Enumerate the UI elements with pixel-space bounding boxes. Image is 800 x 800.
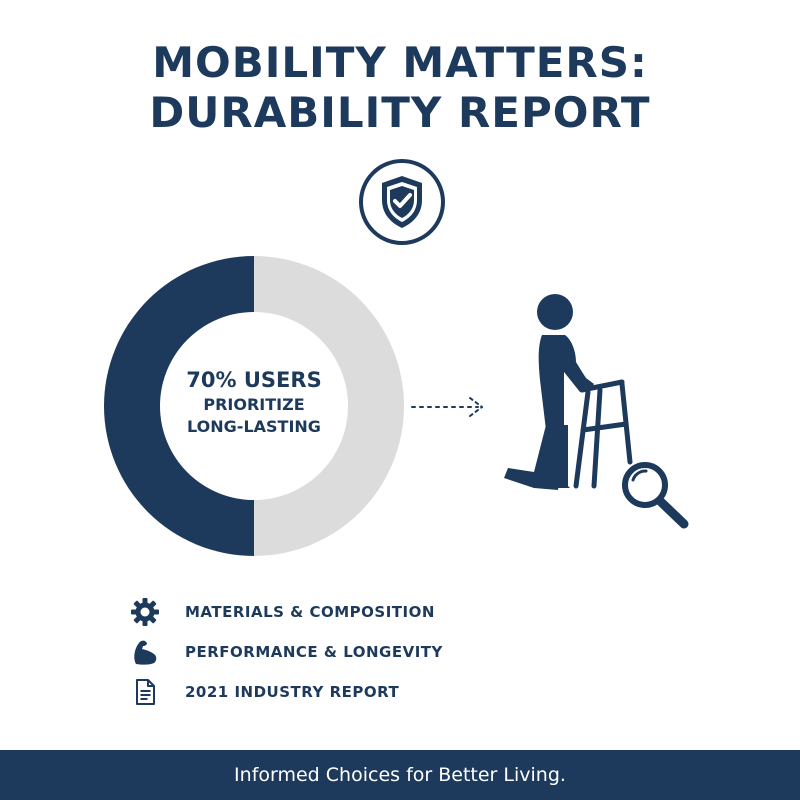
list-item: MATERIALS & COMPOSITION [130, 592, 650, 632]
page-title-line-2: DURABILITY REPORT [149, 88, 651, 137]
dotted-arrow-icon [411, 397, 483, 417]
page-title: MOBILITY MATTERS: DURABILITY REPORT [0, 38, 800, 138]
feature-label: MATERIALS & COMPOSITION [185, 603, 435, 621]
document-icon [136, 679, 155, 705]
feature-list: MATERIALS & COMPOSITION PERFORMANCE & LO… [130, 592, 650, 712]
flexed-arm-icon [134, 640, 157, 665]
donut-filled-segment [104, 256, 254, 556]
donut-label: 70% USERS PRIORITIZE LONG-LASTING [154, 366, 354, 438]
feature-label: PERFORMANCE & LONGEVITY [185, 643, 443, 661]
donut-desc-line-1: PRIORITIZE [203, 395, 305, 414]
shield-check-icon [359, 159, 445, 245]
gear-icon [131, 598, 159, 626]
magnifying-glass-icon [622, 462, 689, 529]
feature-label: 2021 INDUSTRY REPORT [185, 683, 400, 701]
donut-remaining-segment [254, 256, 404, 556]
donut-chart [104, 256, 404, 556]
donut-stat: 70% USERS [186, 368, 322, 392]
list-item: 2021 INDUSTRY REPORT [130, 672, 650, 712]
donut-desc-line-2: LONG-LASTING [187, 417, 321, 436]
person-with-walker-icon [504, 294, 689, 529]
footer-banner: Informed Choices for Better Living. [0, 750, 800, 800]
footer-tagline: Informed Choices for Better Living. [234, 764, 566, 786]
page-title-line-1: MOBILITY MATTERS: [152, 38, 648, 87]
list-item: PERFORMANCE & LONGEVITY [130, 632, 650, 672]
